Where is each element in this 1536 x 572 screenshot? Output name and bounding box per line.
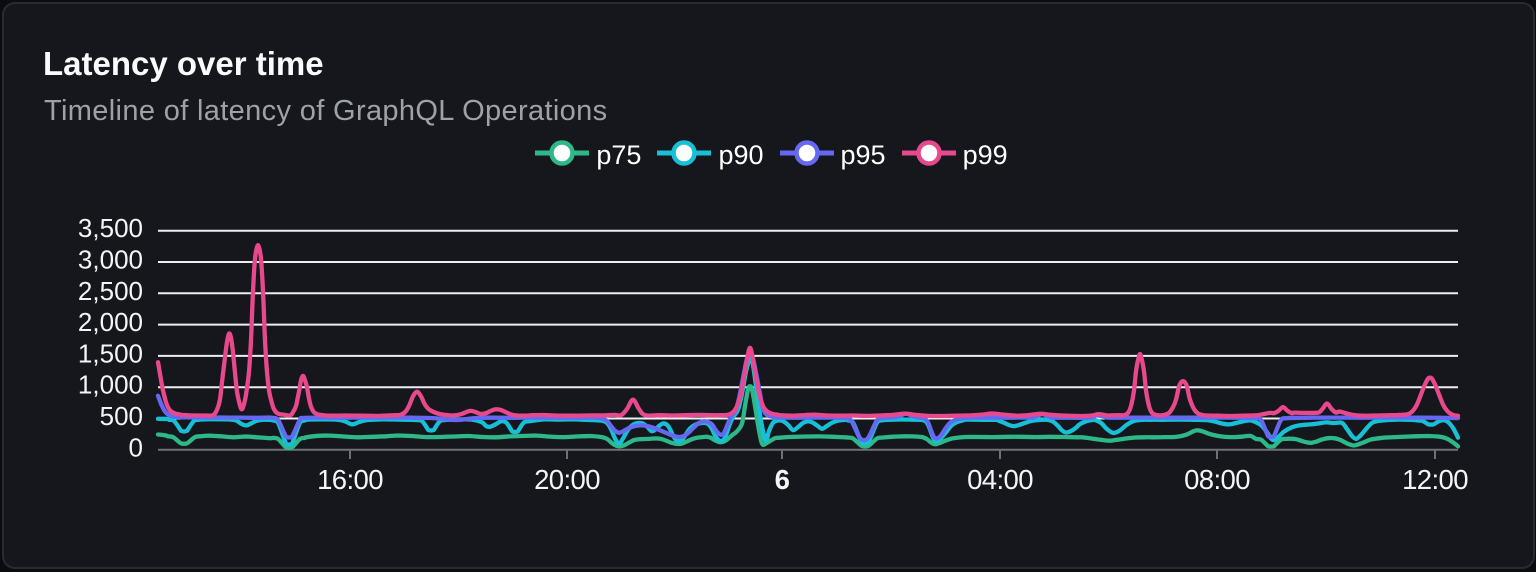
svg-text:04:00: 04:00 (967, 464, 1033, 495)
svg-text:12:00: 12:00 (1402, 464, 1468, 495)
svg-text:2,000: 2,000 (78, 307, 143, 337)
svg-text:16:00: 16:00 (317, 464, 383, 495)
svg-text:1,500: 1,500 (78, 338, 143, 368)
svg-text:500: 500 (100, 401, 143, 431)
svg-text:2,500: 2,500 (78, 276, 143, 306)
svg-text:20:00: 20:00 (534, 464, 600, 495)
svg-text:6: 6 (775, 464, 790, 495)
svg-text:08:00: 08:00 (1184, 464, 1250, 495)
svg-text:1,000: 1,000 (78, 370, 143, 400)
svg-text:3,500: 3,500 (78, 213, 143, 243)
svg-text:3,000: 3,000 (78, 245, 143, 275)
svg-text:0: 0 (129, 432, 143, 462)
